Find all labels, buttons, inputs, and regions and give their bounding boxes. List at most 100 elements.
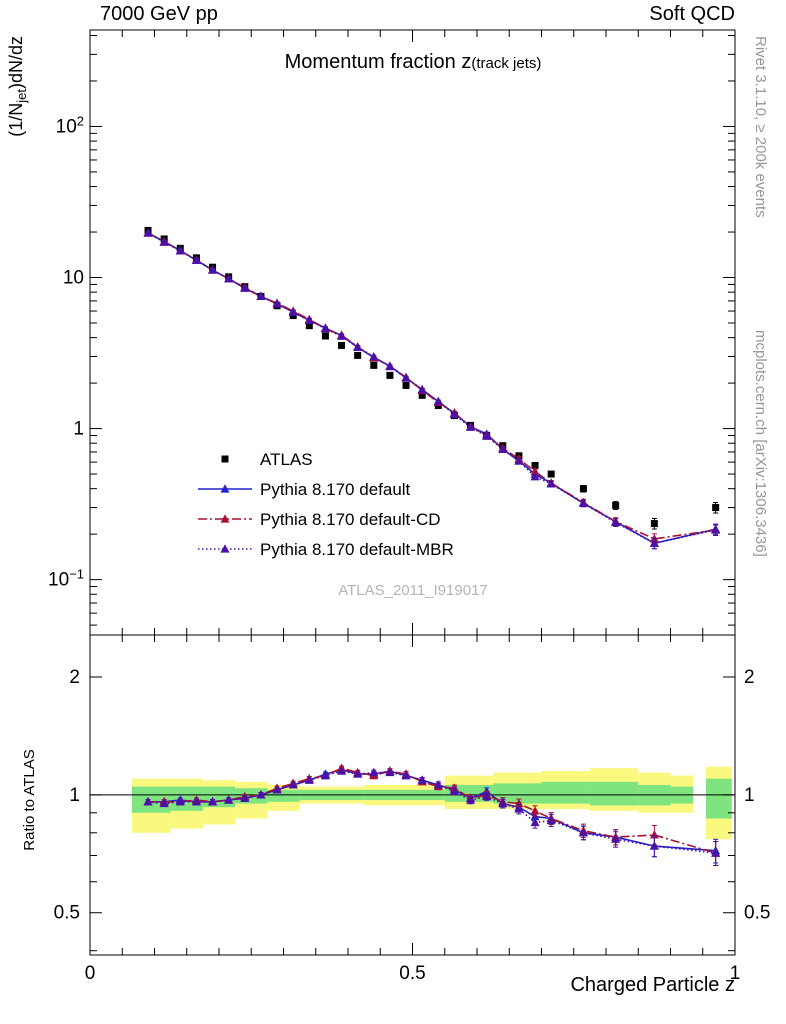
legend: ATLAS Pythia 8.170 default Pythia 8.170 de… bbox=[198, 450, 454, 559]
triangle-marker bbox=[649, 538, 659, 547]
triangle-marker bbox=[240, 283, 250, 292]
triangle-marker bbox=[224, 274, 234, 283]
square-marker bbox=[386, 371, 394, 379]
triangle-marker bbox=[530, 466, 540, 476]
triangle-marker bbox=[578, 498, 588, 507]
triangle-marker bbox=[649, 841, 659, 850]
legend-label: Pythia 8.170 default-MBR bbox=[260, 540, 454, 559]
ratio-y-tick-label-right: 0.5 bbox=[744, 903, 770, 924]
triangle-marker bbox=[159, 798, 169, 808]
triangle-marker bbox=[530, 806, 540, 815]
legend-marker bbox=[221, 455, 229, 463]
square-marker bbox=[531, 461, 539, 469]
legend-marker bbox=[220, 514, 230, 523]
data-series-layer bbox=[143, 226, 721, 867]
square-marker bbox=[305, 322, 313, 330]
triangle-marker bbox=[449, 409, 459, 419]
triangle-marker bbox=[369, 351, 379, 361]
ylabel-prefix: (1/N bbox=[6, 103, 26, 137]
triangle-marker bbox=[498, 444, 508, 453]
tick-base: 1 bbox=[73, 419, 84, 440]
analysis-watermark: ATLAS_2011_I919017 bbox=[338, 582, 488, 599]
triangle-marker bbox=[611, 517, 621, 527]
square-marker bbox=[547, 470, 555, 478]
square-marker bbox=[579, 485, 587, 493]
triangle-marker bbox=[353, 342, 363, 351]
triangle-marker bbox=[514, 456, 524, 465]
uncertainty-band-green bbox=[705, 778, 732, 819]
x-tick-label: 0.5 bbox=[399, 963, 425, 984]
triangle-marker bbox=[224, 795, 234, 804]
legend-label: Pythia 8.170 default bbox=[260, 480, 411, 499]
triangle-marker bbox=[482, 431, 492, 440]
triangle-marker bbox=[143, 797, 153, 806]
triangle-marker bbox=[711, 525, 721, 534]
plot-title: Momentum fraction z(track jets) bbox=[285, 51, 542, 73]
triangle-marker bbox=[175, 797, 185, 806]
x-tick-label: 1 bbox=[730, 963, 741, 984]
triangle-marker bbox=[711, 848, 721, 857]
ratio-y-tick-label: 2 bbox=[69, 667, 80, 688]
triangle-marker bbox=[320, 323, 330, 333]
main-y-tick-label: 102 bbox=[56, 113, 84, 137]
triangle-marker bbox=[337, 766, 347, 775]
ratio-y-tick-label-right: 1 bbox=[744, 785, 755, 806]
triangle-marker bbox=[546, 479, 556, 488]
triangle-marker bbox=[530, 817, 540, 827]
triangle-marker bbox=[433, 780, 443, 789]
triangle-marker bbox=[449, 786, 459, 796]
x-tick-label: 0 bbox=[85, 963, 96, 984]
square-marker bbox=[321, 332, 329, 340]
triangle-marker bbox=[272, 298, 282, 308]
square-marker bbox=[354, 351, 362, 359]
triangle-marker bbox=[288, 307, 298, 316]
square-marker bbox=[370, 361, 378, 369]
uncertainty-band-green bbox=[493, 783, 542, 804]
triangle-marker bbox=[240, 793, 250, 802]
legend-label: ATLAS bbox=[260, 450, 313, 469]
main-y-axis-title: (1/Njet)dN/dz bbox=[6, 36, 29, 137]
triangle-marker bbox=[482, 791, 492, 801]
series-line bbox=[147, 232, 716, 540]
square-marker bbox=[650, 520, 658, 528]
triangle-marker bbox=[208, 797, 218, 806]
triangle-marker bbox=[353, 769, 363, 778]
tick-base: 10 bbox=[63, 268, 84, 289]
plot-title-suffix: (track jets) bbox=[471, 55, 541, 72]
main-y-tick-label: 10−1 bbox=[48, 567, 84, 591]
triangle-marker bbox=[385, 767, 395, 777]
triangle-marker bbox=[304, 775, 314, 784]
ratio-y-tick-label-right: 2 bbox=[744, 667, 755, 688]
ratio-y-axis-title: Ratio to ATLAS bbox=[21, 749, 38, 850]
x-axis-title: Charged Particle z bbox=[570, 974, 735, 996]
mcplots-reference-note: mcplots.cern.ch [arXiv:1306.3436] bbox=[752, 330, 769, 557]
triangle-marker bbox=[175, 246, 185, 255]
triangle-marker bbox=[466, 422, 476, 431]
ratio-uncertainty-bands bbox=[90, 766, 735, 840]
square-marker bbox=[338, 341, 346, 349]
triangle-marker bbox=[272, 785, 282, 794]
uncertainty-band-green bbox=[202, 786, 236, 808]
triangle-marker bbox=[546, 815, 556, 825]
ratio-y-tick-label: 1 bbox=[69, 785, 80, 806]
triangle-marker bbox=[498, 798, 508, 808]
series-line bbox=[148, 767, 716, 854]
legend-marker bbox=[220, 484, 230, 493]
tick-base: 10 bbox=[48, 570, 69, 591]
series-line bbox=[147, 232, 716, 545]
triangle-marker bbox=[143, 228, 153, 237]
ratio-y-tick-label: 0.5 bbox=[54, 903, 80, 924]
header-beam-energy: 7000 GeV pp bbox=[100, 3, 218, 25]
tick-exponent: 2 bbox=[77, 113, 84, 128]
triangle-marker bbox=[385, 361, 395, 371]
triangle-marker bbox=[320, 770, 330, 780]
legend-marker bbox=[220, 544, 230, 553]
main-y-tick-label: 1 bbox=[73, 419, 84, 440]
axes-frame-layer bbox=[89, 29, 736, 956]
triangle-marker bbox=[433, 396, 443, 406]
triangle-marker bbox=[417, 384, 427, 394]
triangle-marker bbox=[401, 770, 411, 780]
triangle-marker bbox=[256, 790, 266, 799]
